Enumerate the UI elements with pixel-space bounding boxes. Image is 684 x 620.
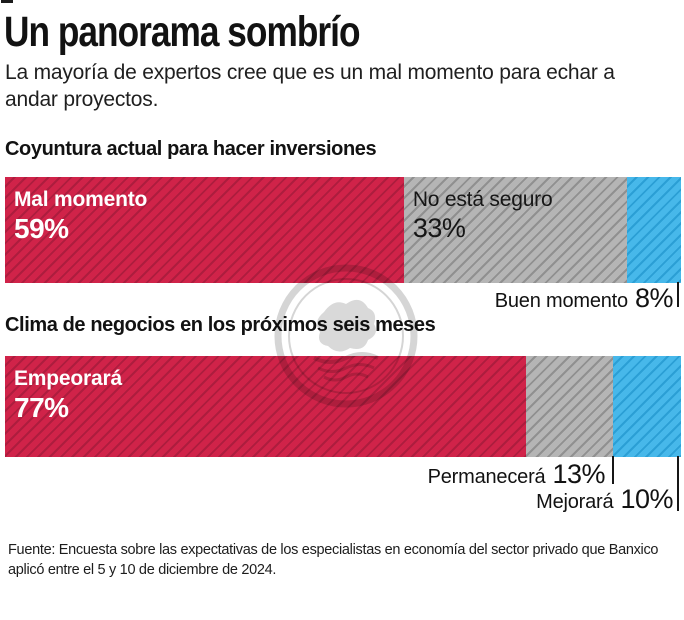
pointer-line-buen-momento	[677, 282, 679, 307]
bar2-segment-empeorara-value: 77%	[14, 392, 69, 423]
chart-1-title: Coyuntura actual para hacer inversiones	[5, 138, 377, 160]
chart-2-title: Clima de negocios en los próximos seis m…	[5, 314, 436, 336]
bar2-segment-mejorara	[613, 356, 681, 457]
callout-buen-momento-label: Buen momento	[494, 290, 628, 312]
bar1-segment-buen-momento	[626, 177, 681, 283]
bar1-segment-no-esta-seguro-value: 33%	[412, 213, 466, 243]
callout-mejorara-value: 10%	[620, 484, 673, 514]
source-note: Fuente: Encuesta sobre las expectativas …	[8, 542, 659, 578]
pointer-line-mejorara	[677, 456, 679, 511]
callout-buen-momento-value: 8%	[634, 283, 674, 313]
stacked-bar-current-investment-climate: Mal momento 59% No está seguro 33%	[5, 177, 681, 283]
callout-permanecera: Permanecerá 13%	[427, 459, 606, 490]
callout-mejorara: Mejorará 10%	[536, 484, 673, 515]
callout-permanecera-label: Permanecerá	[427, 466, 546, 488]
bar2-segment-empeorara-label: Empeorará	[14, 367, 122, 390]
callout-mejorara-label: Mejorará	[536, 491, 614, 513]
bar1-segment-no-esta-seguro-label: No está seguro	[412, 188, 553, 211]
pointer-line-permanecera	[612, 456, 614, 484]
page-title: Un panorama sombrío	[4, 8, 361, 56]
bar1-segment-no-esta-seguro: No está seguro 33%	[403, 177, 627, 283]
bar2-segment-permanecera	[525, 356, 614, 457]
bar1-segment-mal-momento: Mal momento 59%	[5, 177, 404, 283]
callout-buen-momento: Buen momento 8%	[494, 283, 674, 314]
page-subtitle: La mayoría de expertos cree que es un ma…	[5, 61, 615, 111]
bar1-segment-mal-momento-value: 59%	[14, 213, 69, 244]
bar2-segment-empeorara: Empeorará 77%	[5, 356, 526, 457]
callout-permanecera-value: 13%	[552, 459, 605, 489]
stacked-bar-business-climate-six-months: Empeorará 77%	[5, 356, 681, 457]
bar1-segment-mal-momento-label: Mal momento	[14, 188, 148, 211]
top-rule-dash	[1, 0, 13, 3]
